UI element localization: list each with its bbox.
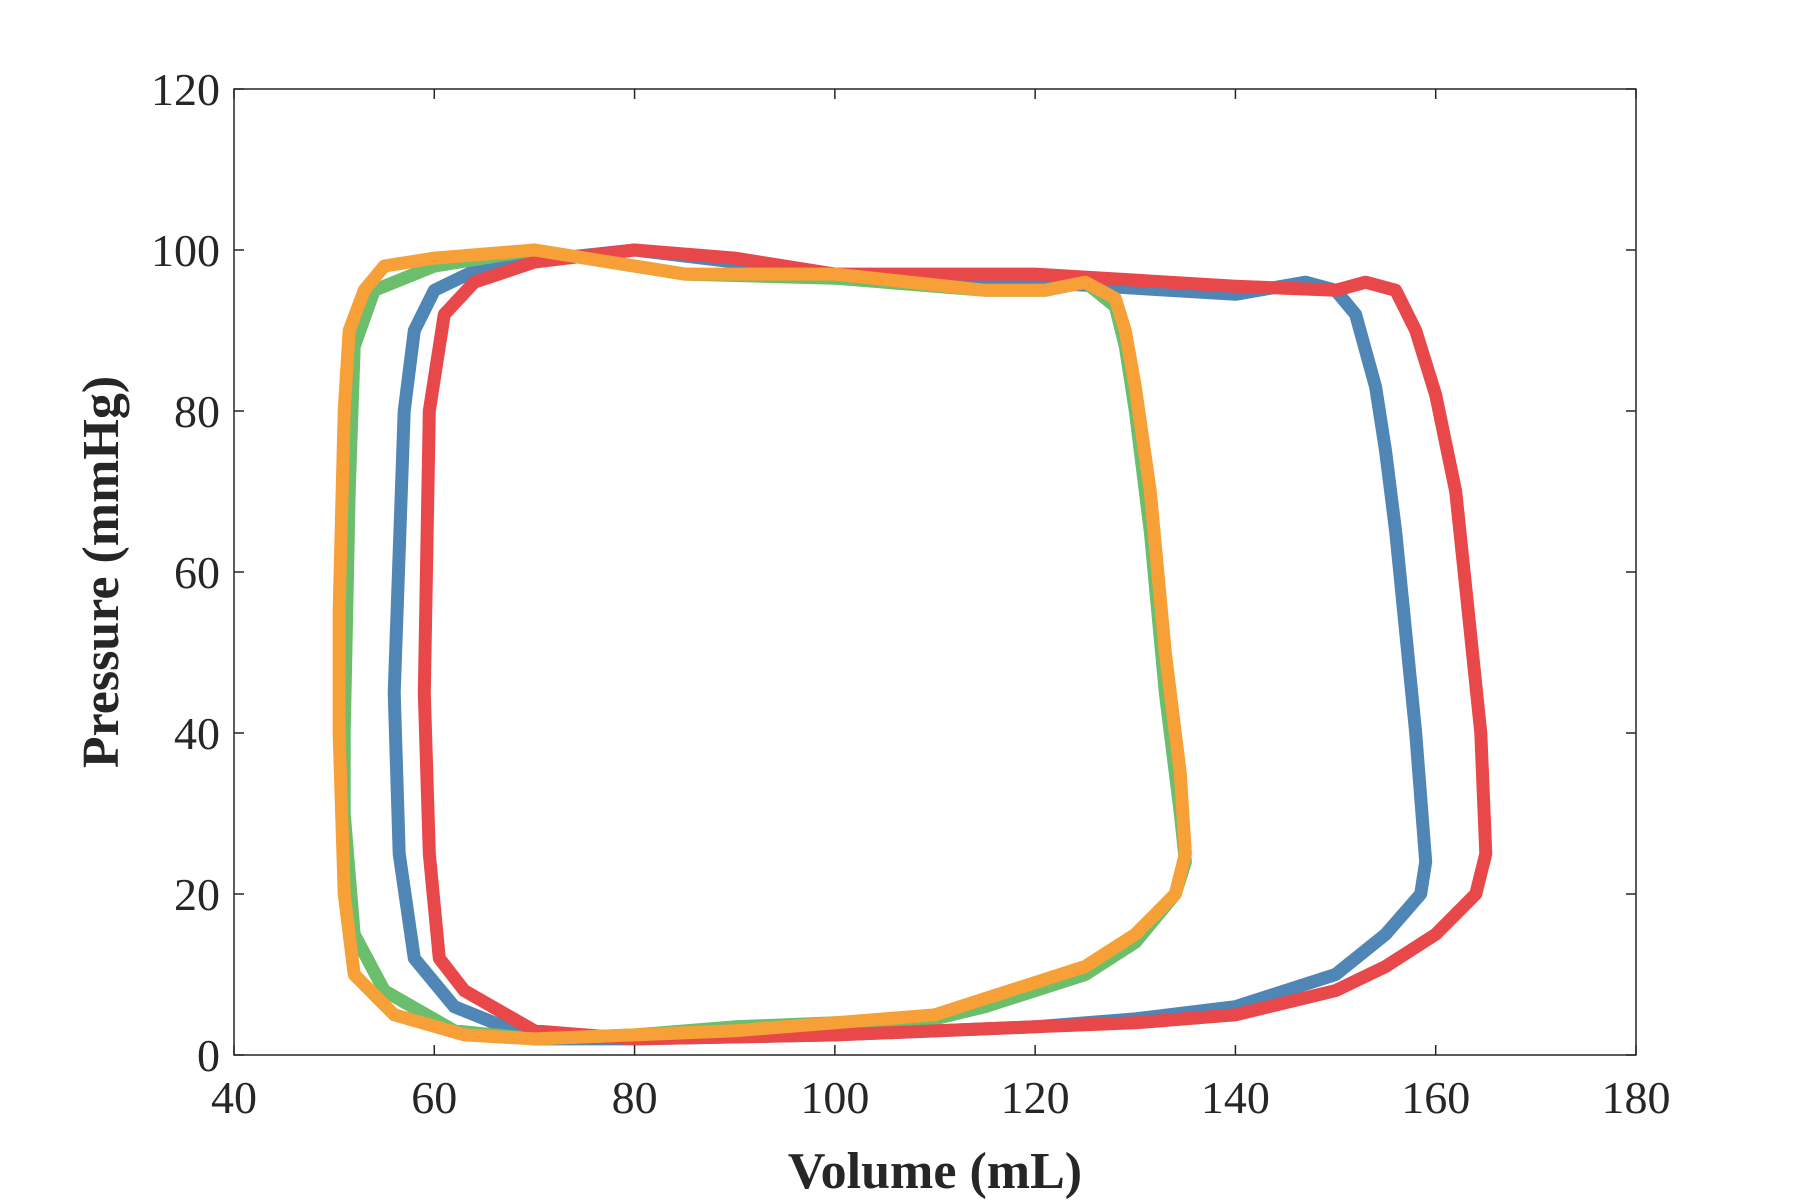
- x-tick-label: 180: [1602, 1072, 1671, 1123]
- pv-loop-4: [332, 243, 1192, 1046]
- x-tick-label: 160: [1401, 1072, 1470, 1123]
- y-tick-label: 0: [197, 1030, 220, 1081]
- y-tick-label: 20: [174, 869, 220, 920]
- x-tick-label: 140: [1201, 1072, 1270, 1123]
- x-tick-label: 60: [411, 1072, 457, 1123]
- x-tick-label: 80: [612, 1072, 658, 1123]
- pv-loops: [332, 243, 1493, 1046]
- y-tick-label: 100: [151, 225, 220, 276]
- plot-frame: [233, 88, 1637, 1056]
- y-tick-label: 40: [174, 708, 220, 759]
- x-axis-title: Volume (mL): [788, 1143, 1082, 1200]
- y-tick-label: 60: [174, 547, 220, 598]
- y-axis-title: Pressure (mmHg): [73, 376, 130, 768]
- x-tick-label: 40: [211, 1072, 257, 1123]
- x-axis-ticks: 40 60 80 100 120 140 160 180: [211, 89, 1671, 1123]
- x-tick-label: 120: [1001, 1072, 1070, 1123]
- y-axis-ticks: 0 20 40 60 80 100 120: [151, 64, 1636, 1081]
- x-tick-label: 100: [800, 1072, 869, 1123]
- y-tick-label: 120: [151, 64, 220, 115]
- y-tick-label: 80: [174, 386, 220, 437]
